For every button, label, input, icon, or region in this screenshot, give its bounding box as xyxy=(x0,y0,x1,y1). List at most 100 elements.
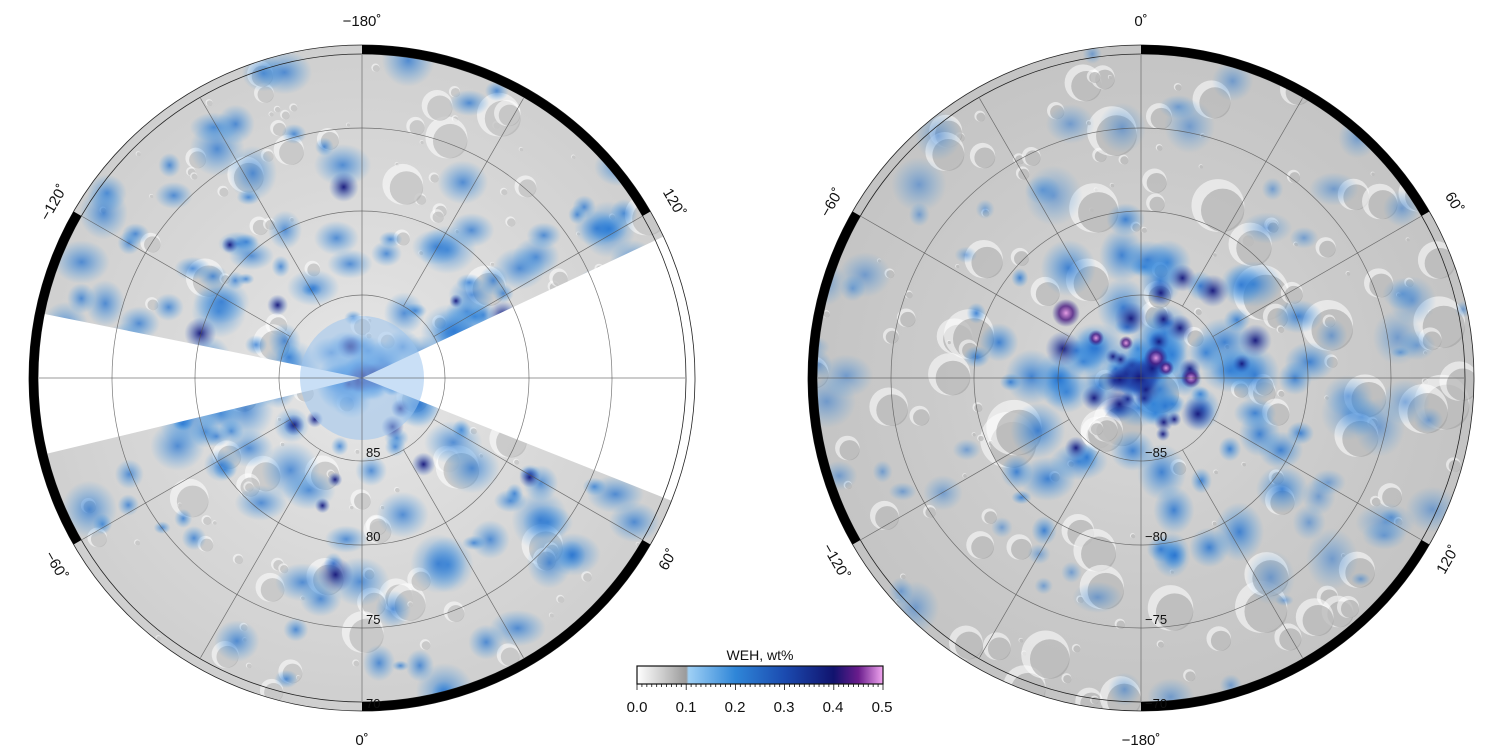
weh-patch xyxy=(410,534,467,594)
crater-shadow xyxy=(906,291,913,299)
weh-patch xyxy=(1289,226,1319,249)
crater-shadow xyxy=(876,394,908,427)
crater-shadow xyxy=(514,459,520,465)
crater-shadow xyxy=(1195,309,1202,316)
weh-patch xyxy=(1031,516,1057,546)
crater-shadow xyxy=(971,536,994,559)
weh-high-patch xyxy=(1106,366,1133,393)
crater-shadow xyxy=(1156,145,1163,151)
crater-shadow xyxy=(1081,536,1117,572)
weh-patch xyxy=(1019,456,1076,502)
crater-shadow xyxy=(1155,593,1194,631)
weh-patch xyxy=(1274,594,1294,606)
weh-patch xyxy=(281,123,307,145)
colorbar-tick-2: 0.2 xyxy=(725,699,746,716)
crater-shadow xyxy=(1149,196,1165,213)
crater-shadow xyxy=(395,487,400,493)
weh-patch xyxy=(1195,317,1255,367)
south-lat-label-80: −80 xyxy=(1145,529,1167,544)
crater-shadow xyxy=(135,540,141,546)
crater-shadow xyxy=(1242,462,1246,467)
weh-patch xyxy=(493,247,546,290)
weh-patch xyxy=(1284,342,1335,382)
meridian-line xyxy=(1212,216,1421,337)
crater-shadow xyxy=(372,64,380,72)
weh-high-patch xyxy=(1155,426,1171,442)
weh-peak-patch xyxy=(1119,336,1133,350)
crater-shadow xyxy=(1200,188,1245,232)
weh-patch xyxy=(261,441,320,499)
weh-high-patch xyxy=(1180,396,1216,432)
weh-high-patch xyxy=(1114,302,1148,335)
crater-shadow xyxy=(549,613,554,618)
weh-patch xyxy=(174,256,211,281)
north-frame-ring xyxy=(28,44,696,712)
crater-shadow xyxy=(500,647,520,667)
weh-patch xyxy=(53,240,110,284)
meridian-line xyxy=(979,98,1100,307)
weh-high-patch xyxy=(184,317,217,350)
crater-shadow xyxy=(974,403,983,413)
meridian-line xyxy=(200,449,321,658)
weh-patch xyxy=(963,345,991,368)
weh-patch xyxy=(1309,172,1359,206)
crater-shadow xyxy=(974,147,996,169)
weh-patch xyxy=(449,89,490,117)
weh-high-patch xyxy=(1166,412,1182,427)
weh-patch xyxy=(1214,502,1265,562)
crater-shadow xyxy=(1406,238,1410,242)
crater-shadow xyxy=(354,492,371,510)
meridian-line xyxy=(433,216,642,337)
weh-patch xyxy=(1011,268,1029,288)
weh-patch xyxy=(1238,411,1281,457)
crater-shadow xyxy=(519,147,524,152)
weh-patch xyxy=(411,229,463,265)
weh-patch xyxy=(1211,60,1254,102)
north-weh-overlay xyxy=(42,45,685,711)
weh-patch xyxy=(437,160,489,205)
crater-shadow xyxy=(875,506,899,530)
crater-shadow xyxy=(972,432,976,437)
crater-shadow xyxy=(1073,645,1081,653)
crater-shadow xyxy=(490,262,495,266)
crater-shadow xyxy=(1029,639,1070,679)
weh-patch xyxy=(991,517,1013,538)
crater-shadow xyxy=(583,573,592,582)
south-lat-label-85: −85 xyxy=(1145,445,1167,460)
weh-patch xyxy=(462,535,486,551)
weh-high-patch xyxy=(1168,264,1197,292)
colorbar-title: WEH, wt% xyxy=(727,647,794,663)
weh-patch xyxy=(274,669,299,689)
weh-patch xyxy=(1010,402,1066,459)
crater-shadow xyxy=(447,605,465,623)
meridian-line xyxy=(403,98,524,307)
crater-shadow xyxy=(349,505,354,510)
weh-high-patch xyxy=(449,294,463,308)
weh-patch xyxy=(455,273,483,292)
crater-shadow xyxy=(269,112,274,117)
weh-patch xyxy=(999,373,1022,391)
weh-patch xyxy=(1391,346,1410,358)
north-lon-label-upper-left: −120˚ xyxy=(37,182,71,224)
crater-shadow xyxy=(1289,172,1301,183)
crater-shadow xyxy=(1080,692,1103,711)
weh-patch xyxy=(1350,572,1371,586)
colorbar-tick-labels: 0.0 0.1 0.2 0.3 0.4 0.5 xyxy=(627,699,893,716)
crater-shadow xyxy=(432,211,444,223)
weh-patch xyxy=(376,491,429,538)
frame-thick-arc xyxy=(1140,45,1430,217)
weh-patch xyxy=(1045,104,1095,144)
weh-patch xyxy=(114,459,144,490)
crater-shadow xyxy=(136,152,141,157)
crater-shadow xyxy=(1319,240,1336,258)
south-lon-label-lower-left: −120˚ xyxy=(819,541,853,583)
weh-patch xyxy=(1082,45,1103,64)
weh-patch xyxy=(1388,276,1437,325)
weh-patch xyxy=(424,420,483,465)
weh-patch xyxy=(121,223,150,245)
weh-patch xyxy=(378,231,403,248)
crater-shadow xyxy=(976,112,986,122)
crater-shadow xyxy=(1284,285,1303,304)
crater-shadow xyxy=(346,123,351,127)
north-lat-label-85: 85 xyxy=(366,445,380,460)
